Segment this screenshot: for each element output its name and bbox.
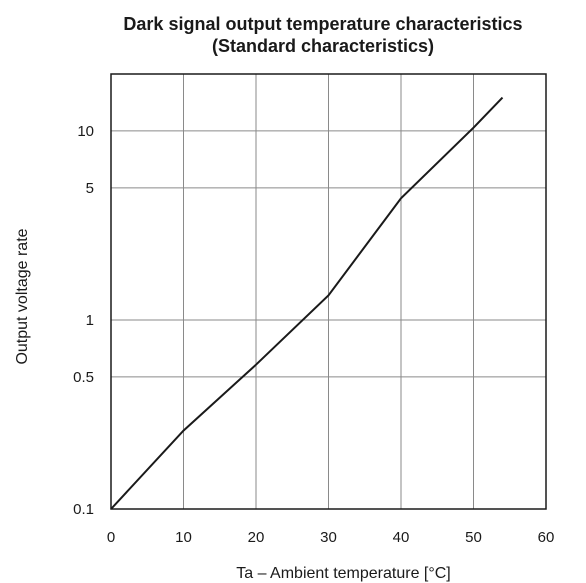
x-tick-label: 40 [393,529,410,546]
y-tick-labels: 0.1 0.5 1 5 10 [73,123,94,518]
x-tick-label: 20 [248,529,265,546]
series-group [110,96,504,510]
x-tick-label: 30 [320,529,337,546]
x-axis-label: Ta – Ambient temperature [°C] [236,565,451,582]
x-tick-label: 50 [465,529,482,546]
y-tick-label: 0.5 [73,369,94,386]
y-tick-label: 0.1 [73,501,94,518]
grid [111,74,546,509]
chart-title: Dark signal output temperature character… [123,14,523,34]
chart-subtitle: (Standard characteristics) [211,36,435,56]
y-tick-label: 1 [86,312,94,329]
x-tick-label: 0 [107,529,115,546]
series-line [110,96,504,510]
x-tick-labels: 0 10 20 30 40 50 60 [107,529,555,546]
x-tick-label: 10 [175,529,192,546]
plot-frame [110,73,547,510]
y-tick-label: 5 [86,180,94,197]
y-tick-label: 10 [77,123,94,140]
x-tick-label: 60 [538,529,555,546]
y-axis-label: Output voltage rate [14,228,31,364]
